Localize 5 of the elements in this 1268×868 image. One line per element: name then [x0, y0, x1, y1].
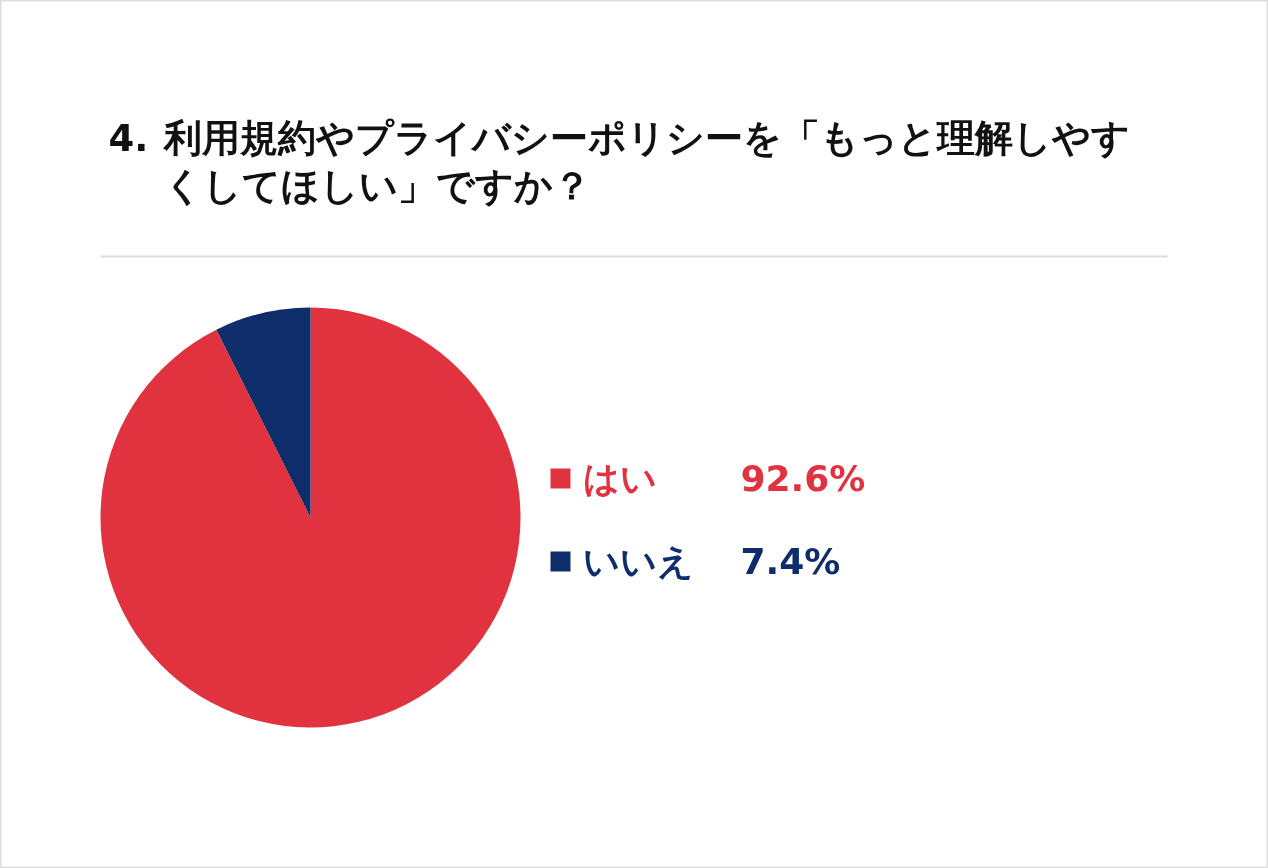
legend-label: はい — [582, 458, 657, 499]
chart-title: 4. 利用規約やプライバシーポリシーを「もっと理解しやすくしてほしい」ですか？ — [108, 115, 1130, 208]
data-label: 92.6% — [740, 458, 866, 499]
legend-label: いいえ — [582, 541, 694, 582]
data-label: 7.4% — [740, 541, 841, 582]
